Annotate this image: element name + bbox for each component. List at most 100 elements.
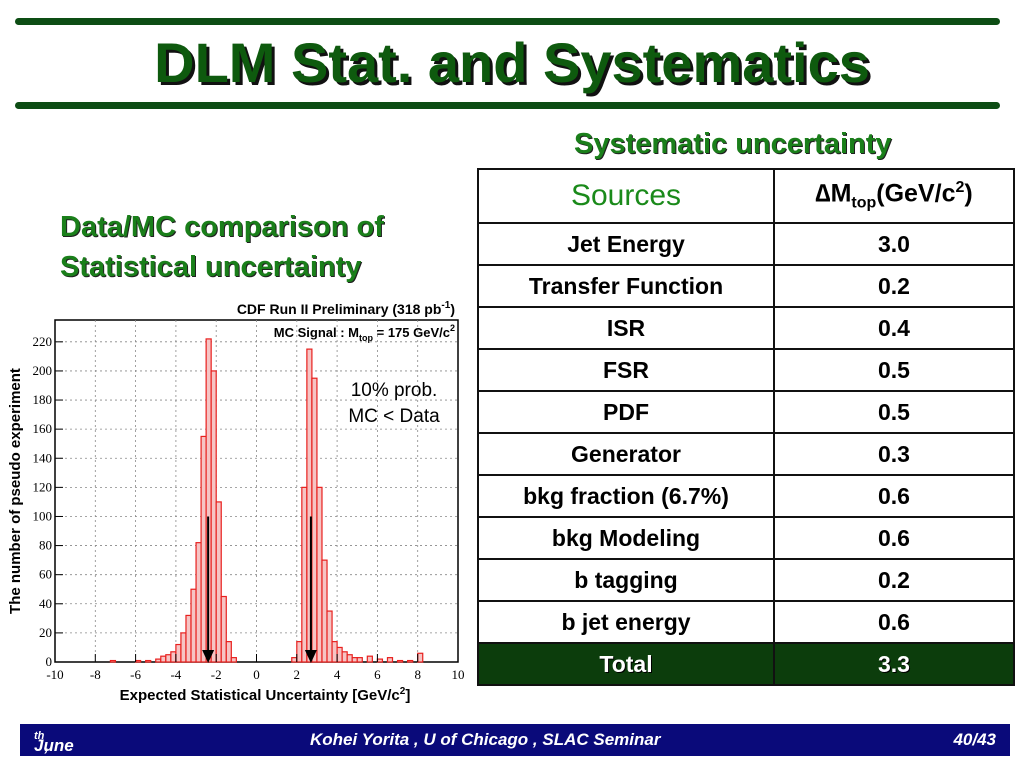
header-delta-mtop: ∆Mtop(GeV/c2) (773, 168, 1015, 224)
histogram-bar (210, 370, 217, 663)
histogram-bar (291, 657, 298, 663)
table-cell-source: Jet Energy (477, 222, 775, 266)
plot-title-line2-part: top (359, 333, 373, 343)
histogram-bar (321, 559, 328, 663)
x-tick-label: 2 (294, 667, 301, 682)
table-row: bkg fraction (6.7%) 0.6 (477, 474, 1015, 518)
arrow-head (304, 650, 317, 663)
histogram-bar (175, 643, 182, 663)
x-axis-label-end: ] (405, 687, 410, 704)
plot-title-line2-part: = 175 GeV/c (373, 325, 450, 340)
plot-title-line1-part: CDF Run II Preliminary (318 pb (237, 301, 442, 317)
table-cell-value: 0.5 (773, 390, 1015, 434)
histogram-bar (301, 486, 308, 663)
annotation-line2: MC < Data (348, 406, 440, 427)
slide-title: DLM Stat. and Systematics (154, 31, 870, 94)
table-row: Generator 0.3 (477, 432, 1015, 476)
y-tick-label: 200 (33, 363, 53, 378)
table-cell-value: 0.6 (773, 600, 1015, 644)
x-axis-label-main: Expected Statistical Uncertainty [GeV/c (120, 687, 400, 704)
plot-title-line1-part: -1 (441, 300, 450, 311)
table-row: ISR 0.4 (477, 306, 1015, 350)
y-tick-label: 20 (39, 625, 52, 640)
histogram-bar (376, 658, 384, 663)
header-delta-end: ) (964, 179, 973, 208)
x-axis-label-sup: 2 (400, 686, 406, 697)
histogram-bar (336, 646, 343, 663)
y-tick-label: 100 (33, 508, 53, 523)
plot-title-line1: CDF Run II Preliminary (318 pb-1) (237, 300, 455, 317)
systematics-table: Sources ∆Mtop(GeV/c2) Jet Energy 3.0 Trans… (477, 168, 1015, 686)
footer-date-prefix: June 7 (34, 736, 74, 775)
x-tick-label: 10 (452, 667, 465, 682)
y-tick-label: 180 (33, 392, 53, 407)
x-tick-label: -8 (90, 667, 101, 682)
x-tick-label: -4 (170, 667, 181, 682)
x-tick-label: -6 (130, 667, 141, 682)
histogram-bar (185, 614, 192, 663)
table-cell-value: 0.6 (773, 474, 1015, 518)
table-header-row: Sources ∆Mtop(GeV/c2) (477, 168, 1015, 224)
histogram-bar (200, 435, 207, 663)
table-cell-source: Transfer Function (477, 264, 775, 308)
table-cell-source: FSR (477, 348, 775, 392)
header-delta-sub: top (851, 194, 877, 212)
plot-title-line2-part: MC Signal : M (274, 325, 359, 340)
total-label: Total (477, 642, 775, 686)
x-tick-label: 4 (334, 667, 341, 682)
histogram-bar (195, 542, 202, 663)
x-tick-label: -2 (211, 667, 222, 682)
histogram-bar (366, 655, 373, 663)
table-cell-value: 0.3 (773, 432, 1015, 476)
table-cell-source: b tagging (477, 558, 775, 602)
footer-date-suffix: , 2005 (44, 736, 83, 775)
systematic-heading: Systematic uncertainty (574, 128, 892, 160)
table-cell-source: b jet energy (477, 600, 775, 644)
table-row: b tagging 0.2 (477, 558, 1015, 602)
plot-title-line2-part: 2 (450, 323, 455, 333)
y-tick-label: 160 (33, 421, 53, 436)
histogram-bar (296, 641, 303, 663)
table-cell-source: PDF (477, 390, 775, 434)
histogram-bar (170, 651, 177, 663)
histogram-bar (180, 632, 187, 663)
table-row: bkg Modeling 0.6 (477, 516, 1015, 560)
histogram-bar (230, 657, 237, 663)
title-top-rule (15, 18, 1000, 25)
y-tick-label: 60 (39, 567, 52, 582)
histogram-bar (356, 657, 363, 663)
histogram-bar (155, 658, 162, 663)
histogram-bar (215, 501, 222, 663)
histogram-bar (396, 659, 404, 663)
statistical-uncertainty-histogram: -10 -8 -6 -4 -2 0 2 4 6 8 100204060801001201401601… (7, 300, 465, 704)
histogram-bar (160, 655, 167, 663)
total-value: 3.3 (773, 642, 1015, 686)
comparison-heading-line2: Statistical uncertainty (60, 251, 362, 283)
footer-presenter: Kohei Yorita , U of Chicago , SLAC Semin… (310, 730, 661, 749)
table-cell-source: ISR (477, 306, 775, 350)
histogram-bar (351, 657, 358, 663)
table-row: Jet Energy 3.0 (477, 222, 1015, 266)
plot-title-line1-part: ) (450, 301, 455, 317)
histogram-bar (331, 641, 338, 663)
x-tick-label: 8 (414, 667, 421, 682)
header-delta-sup: 2 (955, 179, 965, 197)
table-cell-value: 0.5 (773, 348, 1015, 392)
title-bottom-rule (15, 102, 1000, 109)
table-row: FSR 0.5 (477, 348, 1015, 392)
arrow-head (202, 650, 215, 663)
histogram-bar (346, 654, 353, 663)
header-delta-mid: (GeV/c (876, 179, 956, 208)
histogram-bar (109, 659, 117, 663)
y-tick-label: 220 (33, 334, 53, 349)
histogram-bar (341, 651, 348, 663)
table-cell-source: Generator (477, 432, 775, 476)
y-tick-label: 140 (33, 450, 53, 465)
table-cell-value: 0.6 (773, 516, 1015, 560)
table-cell-value: 0.2 (773, 558, 1015, 602)
comparison-heading: Data/MC comparison of Statistical uncert… (60, 207, 384, 287)
table-row: Transfer Function 0.2 (477, 264, 1015, 308)
x-tick-label: -10 (46, 667, 63, 682)
